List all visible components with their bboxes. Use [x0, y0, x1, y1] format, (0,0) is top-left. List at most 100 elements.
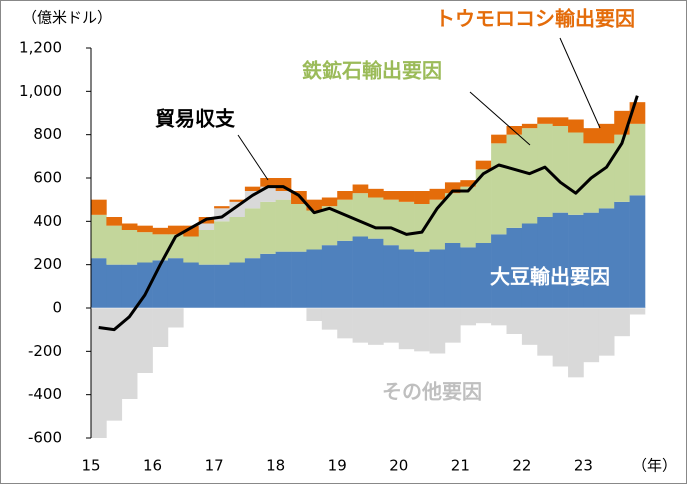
- bar-segment: [214, 264, 230, 308]
- bar-segment: [537, 117, 553, 124]
- bar-segment: [444, 193, 461, 243]
- bar-segment: [352, 308, 369, 343]
- bar-segment: [460, 186, 477, 248]
- bar-segment: [368, 238, 384, 308]
- x-tick-label: 23: [574, 457, 593, 475]
- bar-segment: [552, 117, 569, 126]
- bar-segment: [475, 160, 492, 170]
- bar-segment: [383, 245, 400, 308]
- x-tick-label: 15: [81, 457, 100, 475]
- bar-segment: [321, 245, 338, 308]
- bar-segment: [460, 180, 477, 187]
- bar-segment: [183, 262, 200, 308]
- bar-segment: [321, 206, 338, 246]
- bar-segment: [244, 191, 261, 209]
- bar-segment: [352, 184, 369, 194]
- x-tick-label: 18: [266, 457, 285, 475]
- annotation: 貿易収支: [155, 107, 236, 131]
- bar-segment: [337, 199, 353, 241]
- bar-segment: [506, 134, 523, 228]
- annotation: トウモロコシ輸出要因: [435, 7, 635, 31]
- bar-segment: [460, 247, 477, 308]
- bar-segment: [475, 243, 492, 308]
- bar-segment: [167, 258, 184, 308]
- bar-segment: [183, 236, 200, 263]
- bar-segment: [383, 199, 400, 246]
- bar-segment: [167, 308, 184, 328]
- x-axis-label: （年）: [632, 457, 677, 475]
- bar-segment: [275, 251, 292, 308]
- bar-segment: [568, 132, 584, 215]
- x-tick-label: 19: [328, 457, 347, 475]
- bar-segment: [475, 308, 492, 324]
- bar-segment: [583, 128, 600, 144]
- bar-segment: [306, 199, 323, 211]
- y-tick-label: 400: [33, 212, 62, 230]
- bar-segment: [598, 123, 615, 144]
- bar-segment: [368, 308, 384, 345]
- bar-segment: [568, 119, 584, 133]
- bar-segment: [183, 225, 200, 237]
- bar-segment: [506, 126, 523, 135]
- y-tick-label: 800: [33, 125, 62, 143]
- y-tick-label: -600: [28, 429, 62, 447]
- bar-segment: [198, 230, 215, 265]
- leader-line: [237, 134, 269, 181]
- bar-segment: [398, 201, 415, 250]
- bar-segment: [506, 308, 523, 334]
- bar-segment: [244, 186, 261, 191]
- x-tick-label: 16: [143, 457, 162, 475]
- y-tick-label: 1,000: [19, 82, 62, 100]
- bar-segment: [137, 225, 153, 233]
- y-tick-label: 600: [33, 169, 62, 187]
- x-tick-label: 22: [512, 457, 531, 475]
- bar-segment: [568, 214, 584, 308]
- annotation: 大豆輸出要因: [490, 265, 610, 289]
- bar-segment: [91, 308, 107, 438]
- bar-segment: [414, 308, 430, 352]
- bar-segment: [614, 201, 630, 308]
- bar-segment: [275, 199, 292, 252]
- bar-segment: [398, 249, 415, 308]
- bar-segment: [368, 188, 384, 198]
- bar-segment: [152, 308, 169, 347]
- bar-segment: [383, 191, 400, 200]
- bar-segment: [260, 178, 276, 187]
- bar-segment: [506, 227, 523, 308]
- bar-segment: [91, 199, 107, 215]
- bar-segment: [337, 308, 353, 339]
- line-series: [98, 95, 639, 332]
- bar-segment: [275, 191, 292, 200]
- bar-segment: [214, 221, 230, 265]
- bar-segment: [383, 308, 400, 343]
- bar-segment: [521, 223, 538, 308]
- bar-segment: [291, 204, 307, 252]
- bar-segment: [337, 240, 353, 308]
- bar-segment: [521, 123, 538, 129]
- bar-segment: [429, 188, 446, 200]
- bar-segment: [244, 208, 261, 259]
- bar-segment: [106, 217, 123, 226]
- bar-segment: [444, 182, 461, 194]
- bar-segment: [106, 308, 123, 421]
- bar-segment: [198, 264, 215, 308]
- bar-segment: [537, 308, 553, 356]
- bar-segment: [229, 199, 246, 202]
- bar-segment: [398, 191, 415, 202]
- bar-segment: [460, 308, 477, 326]
- bar-segment: [583, 212, 600, 308]
- bar-segment: [429, 249, 446, 308]
- bar-segment: [229, 201, 246, 217]
- bar-segment: [152, 234, 169, 261]
- bar-segment: [368, 197, 384, 239]
- bar-segment: [491, 134, 507, 144]
- bar-segment: [91, 258, 107, 308]
- bar-segment: [137, 232, 153, 263]
- bar-segment: [552, 126, 569, 213]
- bar-segment: [629, 308, 646, 315]
- bar-segment: [152, 227, 169, 235]
- bar-segment: [629, 123, 646, 196]
- bar-segment: [491, 143, 507, 235]
- bar-segment: [167, 225, 184, 235]
